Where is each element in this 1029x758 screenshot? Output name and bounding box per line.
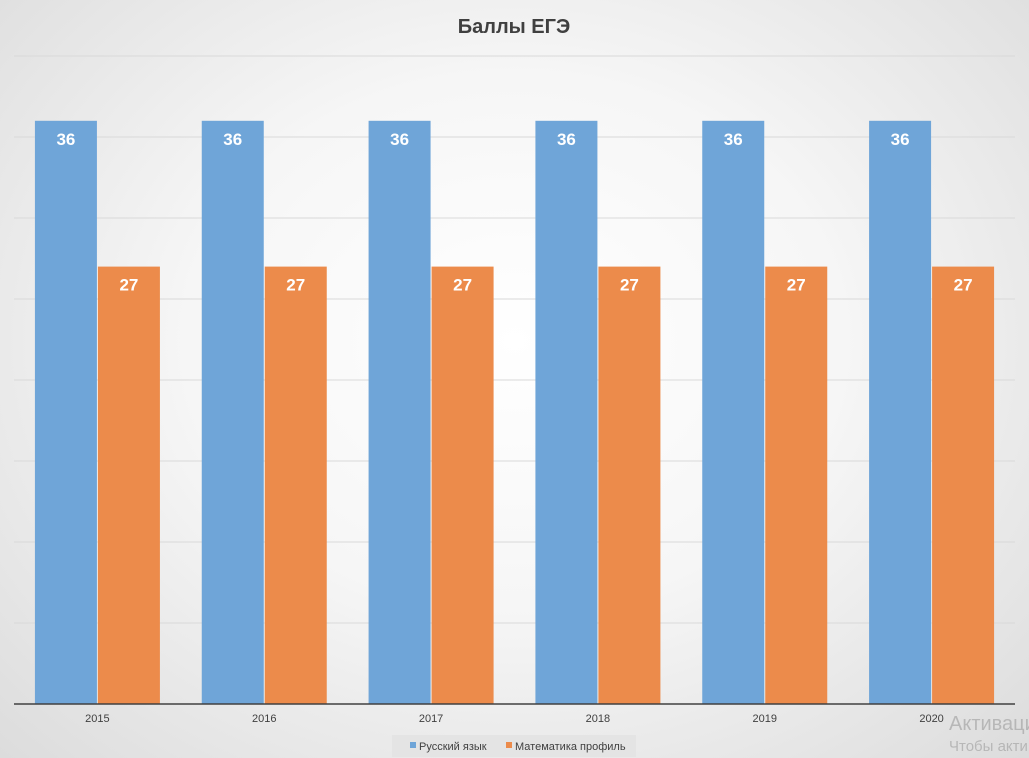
legend-swatch-russian [410,742,416,748]
data-label: 36 [390,130,409,149]
bar-math-2016[interactable] [264,266,327,704]
data-label: 27 [453,276,472,295]
legend-swatch-math [506,742,512,748]
bar-math-2017[interactable] [431,266,494,704]
data-label: 36 [223,130,242,149]
legend-box [392,735,636,757]
legend-label-math[interactable]: Математика профиль [515,741,626,753]
activation-watermark-subtitle: Чтобы акти [949,738,1028,755]
data-labels: 36 27 36 27 36 27 36 27 36 27 36 27 [56,130,972,295]
data-label: 36 [557,130,576,149]
data-label: 36 [891,130,910,149]
chart-title: Баллы ЕГЭ [458,16,570,38]
x-tick-label: 2019 [753,713,777,725]
bar-russian-2019[interactable] [702,120,765,705]
bar-math-2015[interactable] [97,266,160,704]
bar-math-2018[interactable] [598,266,661,704]
gridlines [14,55,1015,624]
x-tick-label: 2015 [85,713,109,725]
bar-math-2020[interactable] [932,266,995,704]
legend[interactable]: Русский язык Математика профиль [392,735,636,757]
data-label: 36 [724,130,743,149]
x-tick-label: 2017 [419,713,443,725]
x-tick-label: 2016 [252,713,276,725]
bar-russian-2015[interactable] [34,120,97,705]
bar-russian-2020[interactable] [869,120,932,705]
bar-math-2019[interactable] [765,266,828,704]
x-tick-label: 2020 [919,713,943,725]
data-label: 27 [286,276,305,295]
x-axis: 2015 2016 2017 2018 2019 2020 [14,703,1015,725]
x-tick-label: 2018 [586,713,610,725]
data-label: 27 [119,276,138,295]
legend-label-russian[interactable]: Русский язык [419,741,487,753]
data-label: 36 [56,130,75,149]
activation-watermark-title: Активация [949,713,1029,735]
bars [34,120,995,705]
bar-russian-2018[interactable] [535,120,598,705]
bar-russian-2017[interactable] [368,120,431,705]
data-label: 27 [787,276,806,295]
data-label: 27 [954,276,973,295]
bar-russian-2016[interactable] [201,120,264,705]
data-label: 27 [620,276,639,295]
